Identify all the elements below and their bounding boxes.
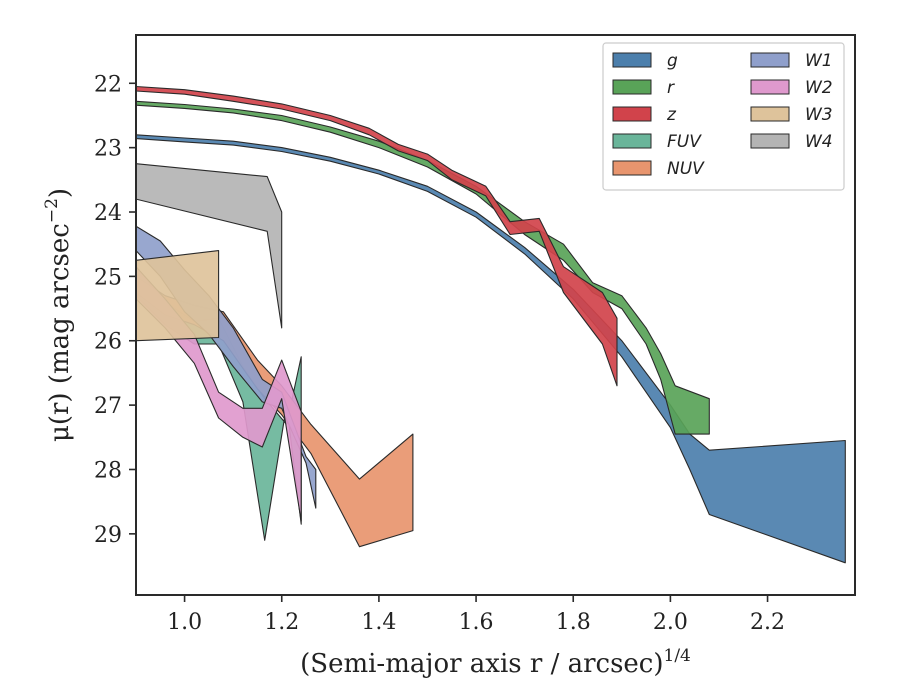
- legend-label-r: r: [667, 78, 675, 98]
- y-tick-label: 24: [94, 201, 122, 226]
- x-tick-label: 1.8: [556, 610, 591, 635]
- x-tick-label: 1.0: [167, 610, 202, 635]
- y-tick-label: 25: [94, 265, 122, 290]
- y-tick-label: 28: [94, 458, 122, 483]
- legend-swatch-w2: [750, 79, 790, 95]
- x-tick-label: 2.2: [750, 610, 785, 635]
- band-z: [136, 85, 618, 387]
- y-axis-label-exponent: −2: [42, 198, 62, 223]
- band-w3: [136, 250, 220, 342]
- y-tick-label: 29: [94, 523, 122, 548]
- band-g: [136, 134, 846, 564]
- y-axis-label-text: μ(r) (mag arcsec: [45, 223, 75, 442]
- legend-label-fuv: FUV: [667, 132, 702, 152]
- x-axis-label-text: (Semi-major axis r / arcsec): [300, 649, 663, 679]
- legend-label-w2: W2: [805, 78, 833, 98]
- band-layer: [136, 85, 846, 564]
- legend-label-w4: W4: [805, 132, 833, 152]
- x-axis: 1.0 1.2 1.4 1.6 1.8 2.0 2.2: [167, 595, 785, 635]
- legend-swatch-w1: [750, 52, 790, 68]
- x-axis-label-exponent: 1/4: [664, 646, 691, 666]
- band-w4: [136, 163, 283, 329]
- x-axis-label: (Semi-major axis r / arcsec)1/4: [300, 646, 691, 679]
- y-tick-label: 27: [94, 394, 122, 419]
- legend-swatch-g: [612, 52, 652, 68]
- legend-swatch-w3: [750, 106, 790, 122]
- y-axis-label-close: ): [45, 188, 75, 198]
- legend-swatch-r: [612, 79, 652, 95]
- legend-swatch-fuv: [612, 133, 652, 149]
- x-tick-label: 1.2: [264, 610, 299, 635]
- legend-swatch-nuv: [612, 160, 652, 176]
- y-tick-label: 26: [94, 330, 122, 355]
- plot-frame: [135, 34, 856, 596]
- legend-label-w1: W1: [805, 51, 833, 71]
- legend-label-nuv: NUV: [667, 159, 705, 179]
- x-tick-label: 1.6: [459, 610, 494, 635]
- x-tick-label: 1.4: [361, 610, 396, 635]
- y-axis: 22 23 24 25 26 27 28 29: [94, 72, 136, 548]
- legend-swatch-w4: [750, 133, 790, 149]
- legend-label-z: z: [666, 105, 677, 125]
- y-tick-label: 23: [94, 137, 122, 162]
- legend-label-g: g: [667, 51, 678, 71]
- legend-swatch-z: [612, 106, 652, 122]
- y-axis-label: μ(r) (mag arcsec−2): [42, 188, 75, 442]
- y-tick-label: 22: [94, 72, 122, 97]
- legend: grz FUV NUV W1 W2 W3 W4: [602, 42, 845, 191]
- x-tick-label: 2.0: [653, 610, 688, 635]
- legend-label-w3: W3: [805, 105, 833, 125]
